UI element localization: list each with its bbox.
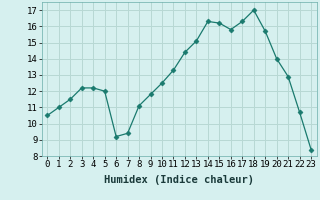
- X-axis label: Humidex (Indice chaleur): Humidex (Indice chaleur): [104, 175, 254, 185]
